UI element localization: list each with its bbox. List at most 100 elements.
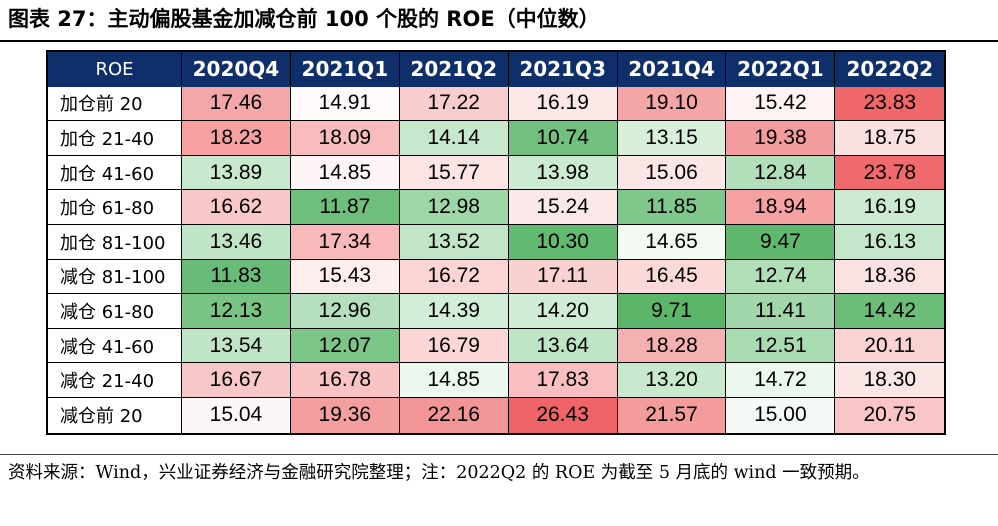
roe-value-cell: 10.30 xyxy=(508,224,618,260)
roe-value-cell: 21.57 xyxy=(617,397,727,433)
roe-value-cell: 14.85 xyxy=(399,363,509,398)
roe-value-cell: 14.72 xyxy=(726,363,836,398)
row-label: 加仓 81-100 xyxy=(48,224,182,260)
table-body: 加仓前 20 17.46 14.91 17.22 16.19 19.10 15.42 23.8… xyxy=(48,86,945,433)
roe-value-cell: 12.13 xyxy=(182,294,291,329)
roe-value-cell: 15.04 xyxy=(182,397,291,433)
roe-value-cell: 18.28 xyxy=(617,328,727,364)
row-label: 减仓 61-80 xyxy=(48,294,182,329)
roe-value-cell: 11.87 xyxy=(290,190,400,225)
column-header: 2020Q4 xyxy=(182,52,291,87)
roe-value-cell: 13.89 xyxy=(182,155,291,191)
roe-value-cell: 19.38 xyxy=(726,121,836,156)
row-label: 加仓 61-80 xyxy=(48,190,182,225)
roe-value-cell: 13.15 xyxy=(617,121,727,156)
table-row: 加仓前 20 17.46 14.91 17.22 16.19 19.10 15.42 23.8… xyxy=(48,86,945,122)
roe-value-cell: 17.46 xyxy=(182,86,291,122)
roe-value-cell: 16.19 xyxy=(835,190,945,225)
roe-value-cell: 15.00 xyxy=(726,397,836,433)
roe-value-cell: 13.52 xyxy=(399,224,509,260)
roe-value-cell: 16.78 xyxy=(290,363,400,398)
row-label: 加仓 21-40 xyxy=(48,121,182,156)
roe-value-cell: 16.62 xyxy=(182,190,291,225)
roe-value-cell: 16.45 xyxy=(617,259,727,295)
roe-value-cell: 16.67 xyxy=(182,363,291,398)
roe-value-cell: 13.54 xyxy=(182,328,291,364)
roe-table-wrapper: ROE 2020Q4 2021Q1 2021Q2 2021Q3 2021Q4 2… xyxy=(46,50,947,435)
roe-value-cell: 23.83 xyxy=(835,86,945,122)
roe-value-cell: 16.13 xyxy=(835,224,945,260)
roe-value-cell: 13.64 xyxy=(508,328,618,364)
roe-value-cell: 22.16 xyxy=(399,397,509,433)
table-row: 加仓 81-100 13.46 17.34 13.52 10.30 14.65 9.47 16… xyxy=(48,224,945,260)
roe-value-cell: 12.07 xyxy=(290,328,400,364)
table-row: 减仓 61-80 12.13 12.96 14.39 14.20 9.71 11.41 14.… xyxy=(48,294,945,329)
roe-value-cell: 20.11 xyxy=(835,328,945,364)
roe-value-cell: 9.47 xyxy=(726,224,836,260)
roe-value-cell: 11.41 xyxy=(726,294,836,329)
roe-value-cell: 26.43 xyxy=(508,397,618,433)
roe-value-cell: 18.09 xyxy=(290,121,400,156)
roe-value-cell: 23.78 xyxy=(835,155,945,191)
roe-value-cell: 14.39 xyxy=(399,294,509,329)
table-row: 加仓 21-40 18.23 18.09 14.14 10.74 13.15 19.38 18… xyxy=(48,121,945,156)
roe-value-cell: 18.75 xyxy=(835,121,945,156)
roe-value-cell: 13.20 xyxy=(617,363,727,398)
roe-value-cell: 17.83 xyxy=(508,363,618,398)
roe-value-cell: 18.36 xyxy=(835,259,945,295)
roe-value-cell: 14.91 xyxy=(290,86,400,122)
table-row: 减仓 21-40 16.67 16.78 14.85 17.83 13.20 14.72 18… xyxy=(48,363,945,398)
roe-value-cell: 15.42 xyxy=(726,86,836,122)
roe-value-cell: 12.98 xyxy=(399,190,509,225)
roe-value-cell: 18.94 xyxy=(726,190,836,225)
roe-value-cell: 9.71 xyxy=(617,294,727,329)
row-label: 减仓 41-60 xyxy=(48,328,182,364)
title-rule xyxy=(0,40,998,42)
roe-value-cell: 19.10 xyxy=(617,86,727,122)
table-row: 减仓 41-60 13.54 12.07 16.79 13.64 18.28 12.51 20… xyxy=(48,328,945,364)
roe-value-cell: 18.30 xyxy=(835,363,945,398)
source-note: 资料来源：Wind，兴业证券经济与金融研究院整理；注：2022Q2 的 ROE … xyxy=(8,463,870,483)
roe-value-cell: 13.46 xyxy=(182,224,291,260)
column-header: 2022Q2 xyxy=(835,52,945,87)
row-label: 减仓前 20 xyxy=(48,397,182,433)
column-header: 2021Q4 xyxy=(617,52,727,87)
roe-value-cell: 14.85 xyxy=(290,155,400,191)
roe-value-cell: 19.36 xyxy=(290,397,400,433)
roe-value-cell: 11.83 xyxy=(182,259,291,295)
roe-table: ROE 2020Q4 2021Q1 2021Q2 2021Q3 2021Q4 2… xyxy=(46,50,947,435)
row-label: 减仓 81-100 xyxy=(48,259,182,295)
roe-value-cell: 16.79 xyxy=(399,328,509,364)
roe-value-cell: 14.14 xyxy=(399,121,509,156)
table-row: 减仓 81-100 11.83 15.43 16.72 17.11 16.45 12.74 1… xyxy=(48,259,945,295)
roe-value-cell: 12.74 xyxy=(726,259,836,295)
corner-header: ROE xyxy=(48,52,182,87)
table-row: 减仓前 20 15.04 19.36 22.16 26.43 21.57 15.00 20.7… xyxy=(48,397,945,433)
roe-value-cell: 16.19 xyxy=(508,86,618,122)
table-row: 加仓 61-80 16.62 11.87 12.98 15.24 11.85 18.94 16… xyxy=(48,190,945,225)
roe-value-cell: 17.11 xyxy=(508,259,618,295)
roe-value-cell: 18.23 xyxy=(182,121,291,156)
row-label: 加仓前 20 xyxy=(48,86,182,122)
roe-value-cell: 15.77 xyxy=(399,155,509,191)
roe-value-cell: 11.85 xyxy=(617,190,727,225)
header-row: ROE 2020Q4 2021Q1 2021Q2 2021Q3 2021Q4 2… xyxy=(48,52,945,87)
column-header: 2021Q2 xyxy=(399,52,509,87)
roe-value-cell: 12.84 xyxy=(726,155,836,191)
roe-value-cell: 15.06 xyxy=(617,155,727,191)
roe-value-cell: 13.98 xyxy=(508,155,618,191)
roe-value-cell: 20.75 xyxy=(835,397,945,433)
roe-value-cell: 17.34 xyxy=(290,224,400,260)
roe-value-cell: 14.20 xyxy=(508,294,618,329)
roe-value-cell: 12.51 xyxy=(726,328,836,364)
roe-value-cell: 14.42 xyxy=(835,294,945,329)
column-header: 2022Q1 xyxy=(726,52,836,87)
table-row: 加仓 41-60 13.89 14.85 15.77 13.98 15.06 12.84 23… xyxy=(48,155,945,191)
roe-value-cell: 16.72 xyxy=(399,259,509,295)
column-header: 2021Q3 xyxy=(508,52,618,87)
roe-value-cell: 12.96 xyxy=(290,294,400,329)
row-label: 加仓 41-60 xyxy=(48,155,182,191)
roe-value-cell: 17.22 xyxy=(399,86,509,122)
roe-value-cell: 10.74 xyxy=(508,121,618,156)
roe-value-cell: 15.43 xyxy=(290,259,400,295)
